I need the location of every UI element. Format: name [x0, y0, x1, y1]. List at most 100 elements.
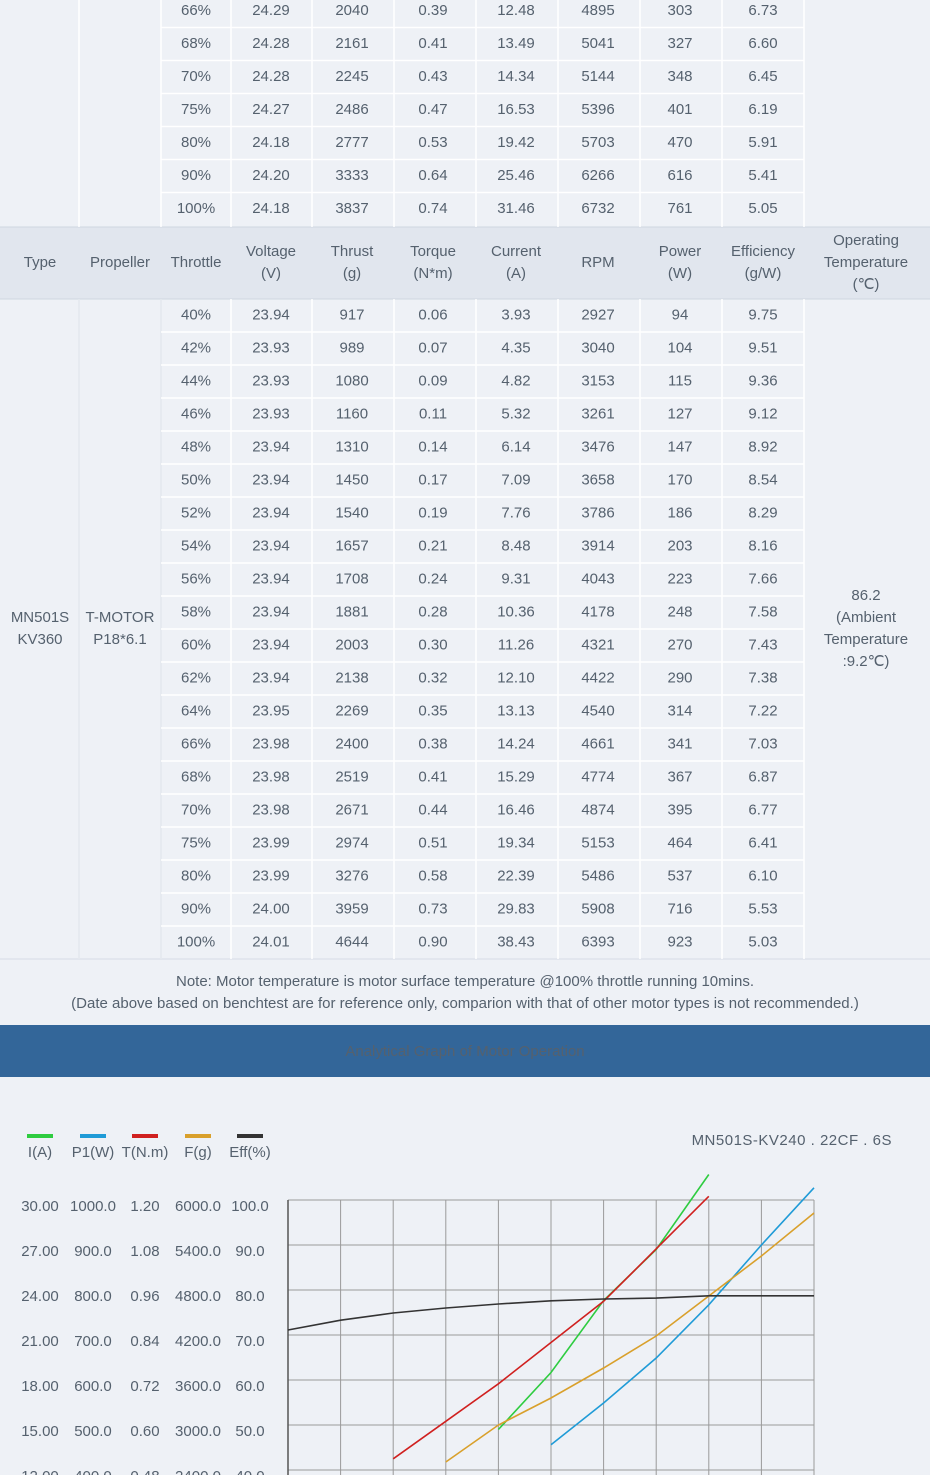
- propeller: P18*6.1: [93, 631, 146, 648]
- table-cell: 186: [667, 504, 692, 521]
- table-cell: 23.94: [252, 504, 290, 521]
- legend-swatch: [80, 1134, 106, 1138]
- table-cell: 23.94: [252, 570, 290, 587]
- legend-label: P1(W): [72, 1144, 115, 1161]
- table-cell: 100%: [177, 200, 215, 217]
- table-cell: 0.51: [418, 834, 447, 851]
- y-tick-label: 0.96: [130, 1288, 159, 1305]
- table-cell: 6.10: [748, 867, 777, 884]
- table-cell: 3276: [335, 867, 368, 884]
- table-cell: 127: [667, 405, 692, 422]
- table-cell: 66%: [181, 2, 211, 19]
- table-cell: 0.39: [418, 2, 447, 19]
- table-cell: 1657: [335, 537, 368, 554]
- table-cell: 90%: [181, 167, 211, 184]
- table-cell: 15.29: [497, 768, 535, 785]
- y-tick-label: 60.0: [235, 1378, 264, 1395]
- y-tick-label: 400.0: [74, 1468, 112, 1475]
- table-cell: 13.49: [497, 35, 535, 52]
- table-cell: 6.19: [748, 101, 777, 118]
- table-cell: 8.92: [748, 438, 777, 455]
- header-cell: Temperature: [824, 254, 908, 271]
- table-cell: 3476: [581, 438, 614, 455]
- table-cell: 0.14: [418, 438, 447, 455]
- table-cell: 23.98: [252, 735, 290, 752]
- table-cell: 2161: [335, 35, 368, 52]
- table-cell: 80%: [181, 134, 211, 151]
- table-cell: 1540: [335, 504, 368, 521]
- y-tick-label: 4800.0: [175, 1288, 221, 1305]
- table-cell: 104: [667, 339, 692, 356]
- table-cell: 5144: [581, 68, 614, 85]
- y-tick-label: 0.48: [130, 1468, 159, 1475]
- header-cell: (N*m): [413, 265, 452, 282]
- banner: [0, 1025, 930, 1077]
- table-cell: 9.12: [748, 405, 777, 422]
- table-cell: 66%: [181, 735, 211, 752]
- table-cell: 4043: [581, 570, 614, 587]
- table-cell: 223: [667, 570, 692, 587]
- table-cell: 14.34: [497, 68, 535, 85]
- y-tick-label: 3000.0: [175, 1423, 221, 1440]
- table-cell: 170: [667, 471, 692, 488]
- table-cell: 5.03: [748, 933, 777, 950]
- legend-label: I(A): [28, 1144, 52, 1161]
- table-cell: 1310: [335, 438, 368, 455]
- table-cell: 7.58: [748, 603, 777, 620]
- table-cell: 24.20: [252, 167, 290, 184]
- table-cell: 5.32: [501, 405, 530, 422]
- table-cell: 2927: [581, 306, 614, 323]
- y-tick-label: 0.72: [130, 1378, 159, 1395]
- table-cell: 23.94: [252, 438, 290, 455]
- table-cell: 5.41: [748, 167, 777, 184]
- table-cell: 616: [667, 167, 692, 184]
- table-cell: 3261: [581, 405, 614, 422]
- motor-type: MN501S: [11, 609, 69, 626]
- table-cell: 3658: [581, 471, 614, 488]
- header-cell: Torque: [410, 243, 456, 260]
- y-tick-label: 100.0: [231, 1198, 269, 1215]
- table-cell: 2486: [335, 101, 368, 118]
- y-tick-label: 900.0: [74, 1243, 112, 1260]
- table-cell: 44%: [181, 372, 211, 389]
- table-cell: 24.18: [252, 134, 290, 151]
- y-tick-label: 700.0: [74, 1333, 112, 1350]
- table-cell: 2519: [335, 768, 368, 785]
- table-cell: 7.38: [748, 669, 777, 686]
- table-cell: 23.94: [252, 537, 290, 554]
- table-cell: 0.74: [418, 200, 447, 217]
- table-cell: 303: [667, 2, 692, 19]
- table-cell: 1708: [335, 570, 368, 587]
- table-cell: 6.45: [748, 68, 777, 85]
- y-tick-label: 15.00: [21, 1423, 59, 1440]
- table-cell: 8.54: [748, 471, 777, 488]
- table-cell: 0.38: [418, 735, 447, 752]
- header-cell: (g/W): [745, 265, 782, 282]
- table-cell: 0.17: [418, 471, 447, 488]
- table-cell: 75%: [181, 101, 211, 118]
- table-cell: 923: [667, 933, 692, 950]
- legend-label: Eff(%): [229, 1144, 270, 1161]
- y-tick-label: 18.00: [21, 1378, 59, 1395]
- table-cell: 5041: [581, 35, 614, 52]
- table-cell: 0.58: [418, 867, 447, 884]
- table-cell: 0.90: [418, 933, 447, 950]
- table-cell: 4.35: [501, 339, 530, 356]
- table-cell: 1160: [336, 405, 368, 422]
- table-cell: 9.75: [748, 306, 777, 323]
- header-cell: Operating: [833, 232, 899, 249]
- table-cell: 6.87: [748, 768, 777, 785]
- table-cell: 348: [667, 68, 692, 85]
- series-line: [392, 1195, 710, 1460]
- table-cell: 2040: [335, 2, 368, 19]
- table-cell: 9.36: [748, 372, 777, 389]
- table-cell: 7.76: [501, 504, 530, 521]
- y-tick-label: 1000.0: [70, 1198, 116, 1215]
- table-cell: 6.41: [748, 834, 777, 851]
- legend-label: T(N.m): [122, 1144, 169, 1161]
- y-tick-label: 1.20: [130, 1198, 159, 1215]
- propeller: T-MOTOR: [86, 609, 155, 626]
- table-cell: 23.93: [252, 372, 290, 389]
- header-cell: Current: [491, 243, 542, 260]
